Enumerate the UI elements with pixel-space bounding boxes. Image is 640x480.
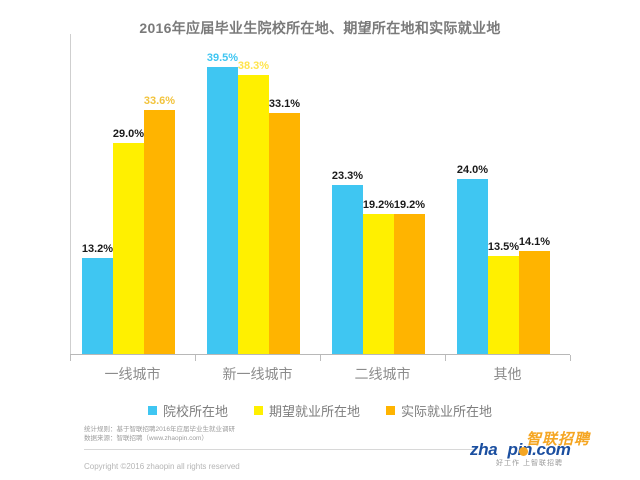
- bar-期望就业所在地[interactable]: [113, 143, 144, 354]
- legend-swatch-icon: [386, 406, 395, 415]
- logo-dot-icon: [519, 447, 528, 456]
- logo-tagline: 好工作 上智联招聘: [496, 460, 563, 467]
- legend-swatch-icon: [253, 406, 263, 415]
- legend-item[interactable]: 院校所在地: [147, 401, 228, 420]
- y-axis: [70, 34, 71, 354]
- bar-value-label: 13.5%: [487, 240, 520, 253]
- category-label: 新一线城市: [222, 366, 293, 382]
- bar-group: 13.2% 29.0% 33.6%: [82, 34, 175, 354]
- category-label: 一线城市: [104, 366, 161, 382]
- bar-group: 23.3% 19.2% 19.2%: [332, 34, 425, 354]
- bar-院校所在地[interactable]: [332, 184, 363, 354]
- legend-label: 期望就业所在地: [268, 404, 360, 419]
- legend-item[interactable]: 实际就业所在地: [386, 401, 492, 420]
- bar-院校所在地[interactable]: [82, 258, 113, 354]
- x-axis-tick: [195, 355, 196, 361]
- bar-院校所在地[interactable]: [207, 66, 238, 354]
- bar-期望就业所在地[interactable]: [363, 214, 394, 354]
- footer-divider: [84, 449, 474, 450]
- logo-wordmark-left: zha: [470, 440, 498, 459]
- bar-value-label: 19.2%: [393, 199, 426, 212]
- bar-value-label: 14.1%: [518, 236, 551, 249]
- legend-swatch-icon: [147, 406, 157, 415]
- footer-notes: 统计规则：基于智联招聘2016年应届毕业生就业调研 数据来源：智联招聘（www.…: [84, 425, 235, 443]
- footer-note-rule: 统计规则：基于智联招聘2016年应届毕业生就业调研: [84, 426, 235, 433]
- bar-group: 24.0% 13.5% 14.1%: [457, 34, 550, 354]
- bar-value-label: 24.0%: [456, 164, 489, 177]
- category-label: 其他: [493, 366, 522, 382]
- bar-实际就业所在地[interactable]: [519, 251, 550, 354]
- x-axis-tick: [70, 355, 71, 361]
- bar-value-label: 29.0%: [112, 128, 145, 141]
- copyright-text: Copyright ©2016 zhaopin all rights reser…: [84, 462, 240, 471]
- x-axis-tick: [445, 355, 446, 361]
- bar-实际就业所在地[interactable]: [394, 214, 425, 354]
- zhaopin-logo[interactable]: 智联招聘 zhaopin.com 好工作 上智联招聘: [470, 428, 630, 468]
- legend-label: 实际就业所在地: [401, 404, 493, 419]
- category-label: 二线城市: [354, 366, 411, 382]
- logo-chinese-name: 智联招聘: [526, 431, 591, 448]
- bar-group: 39.5% 38.3% 33.1%: [207, 34, 300, 354]
- x-axis-tick: [320, 355, 321, 361]
- bar-value-label: 13.2%: [81, 243, 114, 255]
- legend-item[interactable]: 期望就业所在地: [253, 401, 360, 420]
- chart-legend: 院校所在地 期望就业所在地 实际就业所在地: [0, 401, 640, 420]
- bar-value-label: 23.3%: [331, 169, 364, 182]
- bar-实际就业所在地[interactable]: [144, 109, 175, 354]
- x-axis-tick: [570, 355, 571, 361]
- bar-value-label: 19.2%: [362, 199, 395, 212]
- bar-value-label: 38.3%: [237, 60, 270, 73]
- footer-note-source: 数据来源：智联招聘（www.zhaopin.com）: [84, 435, 208, 442]
- bar-实际就业所在地[interactable]: [269, 113, 300, 354]
- bar-院校所在地[interactable]: [457, 179, 488, 354]
- x-axis: [70, 354, 570, 355]
- logo-wordmark-right: pin.com: [507, 440, 571, 459]
- chart-title: 2016年应届毕业生院校所在地、期望所在地和实际就业地: [139, 20, 501, 36]
- bar-value-label: 33.1%: [268, 98, 301, 111]
- legend-label: 院校所在地: [162, 404, 228, 419]
- bar-value-label: 33.6%: [143, 94, 176, 107]
- plot-area: 13.2% 29.0% 33.6% 39.5% 38.3% 33.1% 23.3% 19.2%…: [70, 34, 571, 361]
- bar-期望就业所在地[interactable]: [238, 75, 269, 354]
- bar-期望就业所在地[interactable]: [488, 255, 519, 354]
- bar-value-label: 39.5%: [206, 51, 239, 64]
